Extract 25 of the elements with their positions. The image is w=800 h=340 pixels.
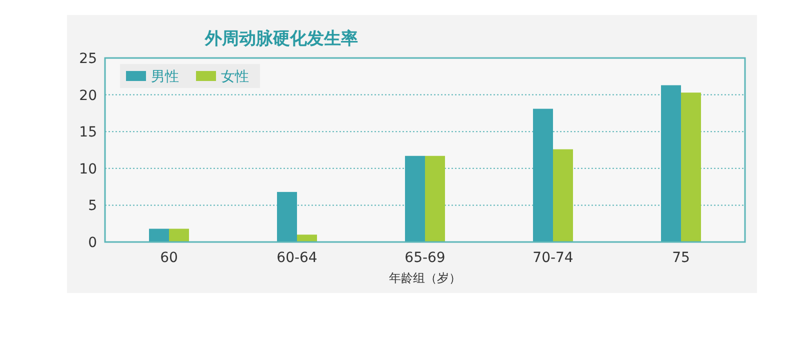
x-tick-label: 70-74 bbox=[532, 250, 574, 266]
bar bbox=[149, 228, 169, 242]
x-tick-label: 60-64 bbox=[276, 250, 318, 266]
bar bbox=[533, 108, 553, 242]
y-tick-label: 10 bbox=[79, 161, 97, 178]
bar bbox=[553, 149, 573, 242]
bar bbox=[297, 234, 317, 242]
legend-label: 女性 bbox=[221, 69, 249, 85]
x-tick-label: 60 bbox=[160, 250, 178, 266]
bar bbox=[681, 92, 701, 242]
bar bbox=[661, 85, 681, 242]
x-tick-label: 65-69 bbox=[404, 250, 446, 266]
bar bbox=[277, 192, 297, 242]
x-tick-label: 75 bbox=[672, 250, 690, 266]
chart-title: 外周动脉硬化发生率 bbox=[204, 29, 358, 49]
y-tick-label: 0 bbox=[88, 235, 97, 251]
bar bbox=[405, 156, 425, 242]
y-tick-label: 5 bbox=[88, 198, 97, 214]
y-tick-label: 15 bbox=[79, 124, 97, 141]
bar bbox=[425, 156, 445, 242]
legend-label: 男性 bbox=[151, 69, 179, 85]
x-axis-title: 年龄组（岁） bbox=[389, 271, 461, 285]
bar bbox=[169, 228, 189, 242]
y-tick-label: 20 bbox=[79, 88, 97, 104]
y-tick-label: 25 bbox=[79, 51, 97, 67]
